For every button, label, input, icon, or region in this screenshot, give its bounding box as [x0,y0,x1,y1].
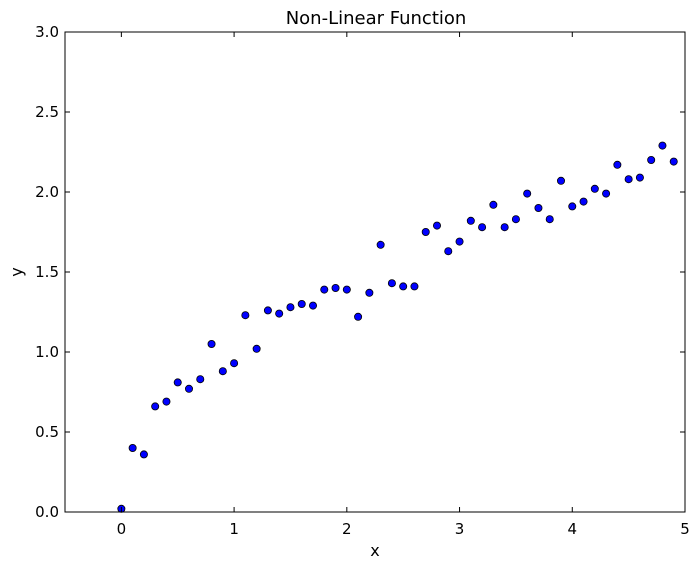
data-point [196,375,205,384]
data-point [557,176,566,185]
x-tick-label: 3 [455,520,465,538]
data-point [331,283,340,292]
data-point [139,450,148,459]
y-axis-label: y [7,267,26,276]
data-point [173,378,182,387]
data-point [387,279,396,288]
data-point [658,141,667,150]
data-point [376,240,385,249]
x-tick-label: 4 [567,520,577,538]
x-tick-label: 2 [342,520,352,538]
data-point [647,155,656,164]
y-tick-label: 0.0 [35,503,59,521]
data-point [241,311,250,320]
x-tick-label: 0 [117,520,127,538]
plot-area-frame [64,31,686,513]
data-point [218,367,227,376]
x-axis-label: x [370,541,379,560]
data-point [669,157,678,166]
x-tick-label: 5 [680,520,690,538]
data-point [511,215,520,224]
data-point [252,344,261,353]
data-point [455,237,464,246]
data-point [308,301,317,310]
y-tick-label: 0.5 [35,423,59,441]
data-point [128,443,137,452]
data-point [602,189,611,198]
data-point [432,221,441,230]
data-point [263,306,272,315]
y-axis-ticks: 0.0 0.5 1.0 1.5 2.0 2.5 3.0 [35,23,685,521]
y-tick-label: 2.5 [35,103,59,121]
data-point [320,285,329,294]
data-point [635,173,644,182]
y-tick-label: 3.0 [35,23,59,41]
data-point [286,303,295,312]
data-point [489,200,498,209]
data-point [365,288,374,297]
data-point [207,339,216,348]
data-point [568,202,577,211]
data-point [590,184,599,193]
x-axis-ticks: 0 1 2 3 4 5 [117,32,690,538]
data-points [117,141,678,513]
data-point [342,285,351,294]
data-point [421,227,430,236]
data-point [354,312,363,321]
data-point [624,175,633,184]
data-point [410,282,419,291]
data-point [523,189,532,198]
data-point [184,384,193,393]
data-point [151,402,160,411]
data-point [275,309,284,318]
data-point [478,223,487,232]
data-point [297,299,306,308]
data-point [466,216,475,225]
y-tick-label: 2.0 [35,183,59,201]
data-point [534,203,543,212]
data-point [230,359,239,368]
data-point [500,223,509,232]
y-tick-label: 1.0 [35,343,59,361]
data-point [613,160,622,169]
data-point [162,397,171,406]
y-tick-label: 1.5 [35,263,59,281]
x-tick-label: 1 [229,520,239,538]
data-point [399,282,408,291]
chart-title: Non-Linear Function [286,8,467,29]
data-point [545,215,554,224]
data-point [444,247,453,256]
data-point [579,197,588,206]
